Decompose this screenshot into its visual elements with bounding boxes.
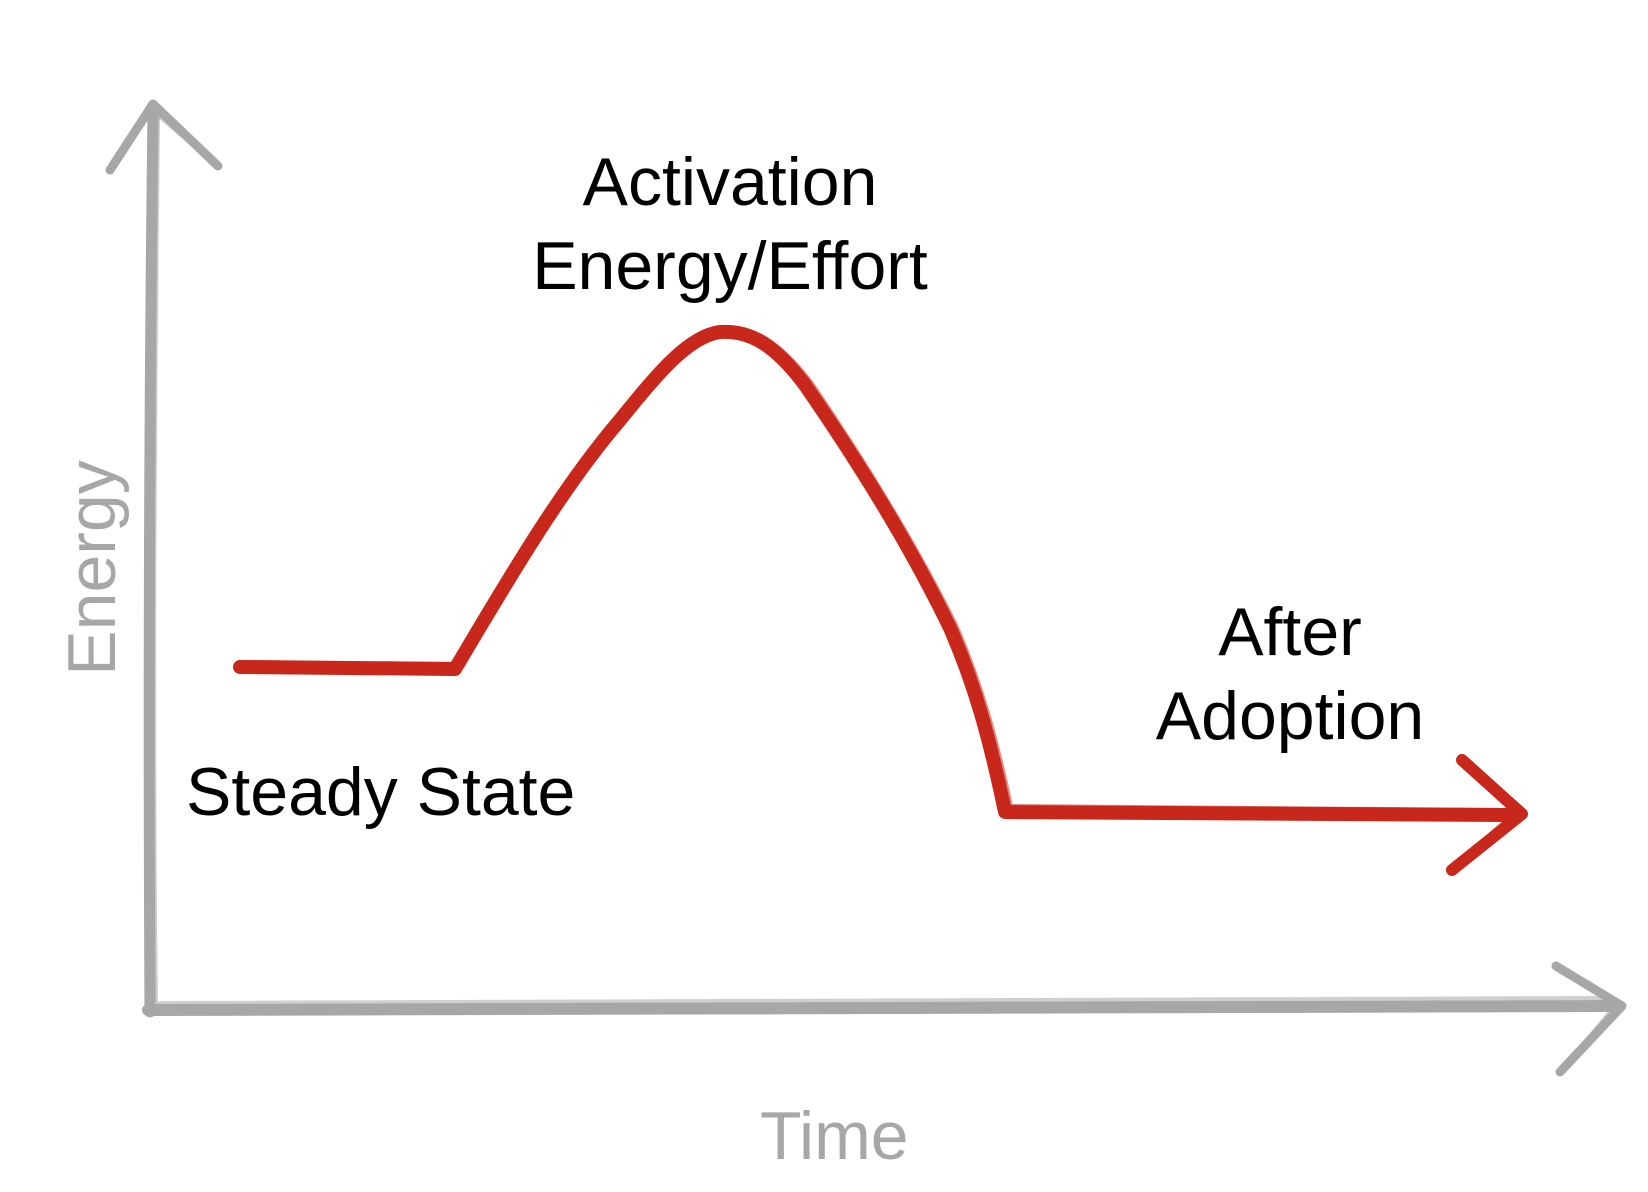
activation-energy-label-line-2: Energy/Effort — [532, 228, 928, 304]
axes — [105, 99, 1627, 1077]
x-axis-label: Time — [760, 1098, 909, 1174]
x-axis-arrowhead-sketch — [1560, 968, 1618, 1066]
energy-curve-arrowhead-sketch — [1456, 764, 1518, 864]
y-axis-label: Energy — [54, 460, 130, 676]
after-adoption-label-line-2: Adoption — [1155, 678, 1425, 754]
y-axis-arrowhead-sketch — [112, 108, 214, 168]
energy-curve — [233, 324, 1528, 876]
y-axis-line-sketch — [152, 113, 160, 1007]
x-axis-line-sketch — [158, 996, 1612, 1005]
x-axis-line — [142, 1000, 1624, 1016]
y-axis-line — [143, 104, 159, 1018]
energy-curve-sketch — [246, 324, 1502, 812]
y-axis-arrowhead — [105, 99, 223, 175]
activation-energy-label: Activation Energy/Effort — [510, 140, 950, 308]
after-adoption-label-line-1: After — [1218, 594, 1362, 670]
activation-energy-label-line-1: Activation — [582, 144, 878, 220]
x-axis-arrowhead — [1551, 961, 1627, 1077]
after-adoption-label: After Adoption — [1130, 590, 1450, 758]
steady-state-label: Steady State — [186, 754, 576, 830]
